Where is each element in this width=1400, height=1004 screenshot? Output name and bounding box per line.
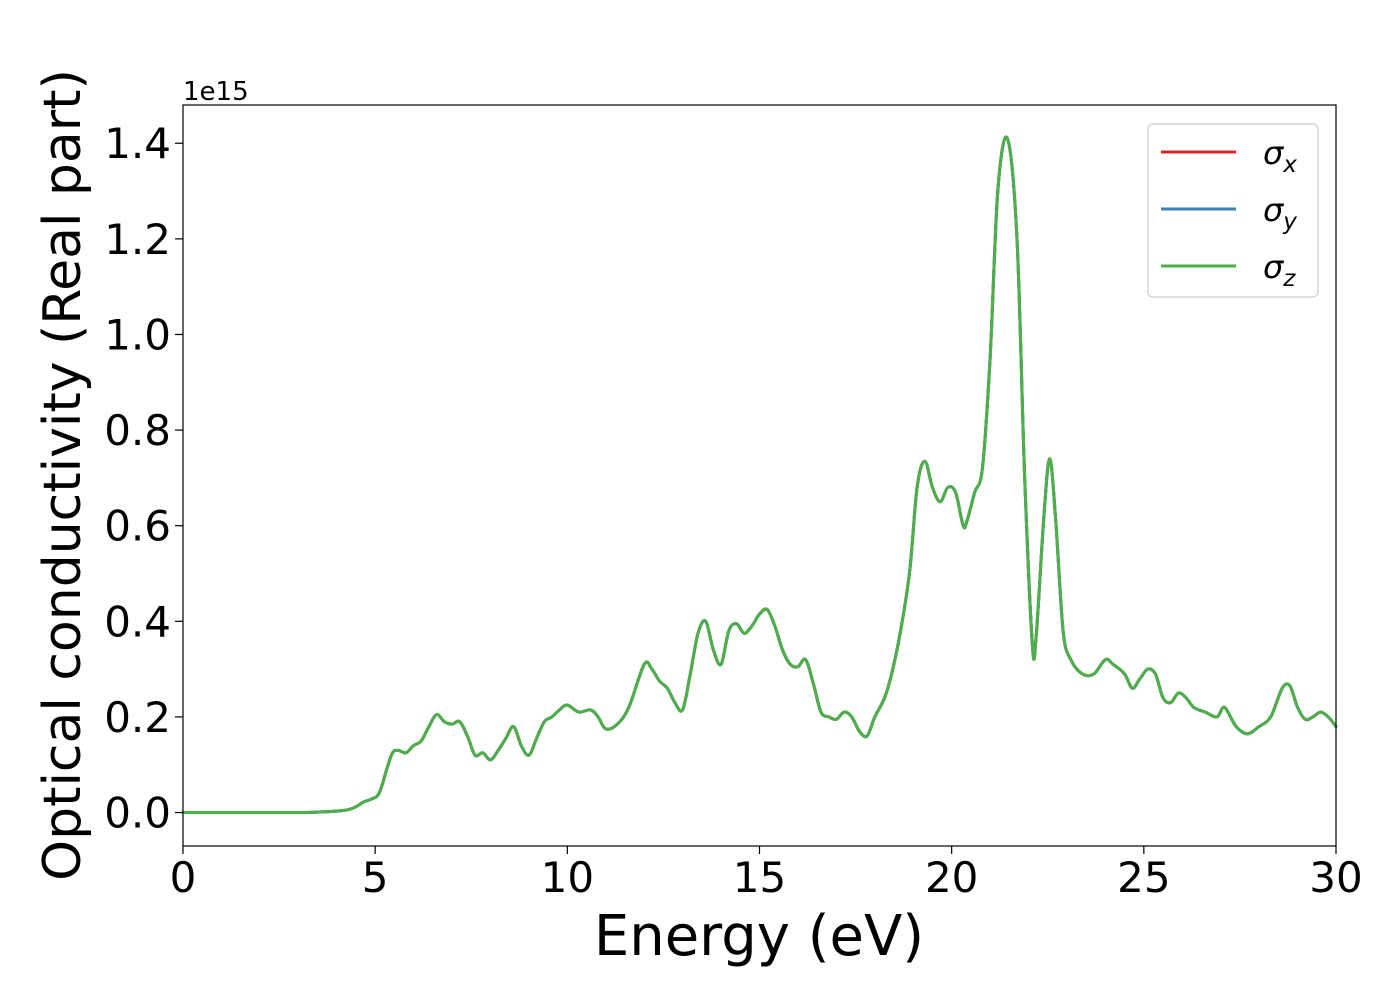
legend: σx σy σz xyxy=(1147,123,1319,298)
series-layer xyxy=(181,135,1338,815)
x-tick-label: 25 xyxy=(1117,853,1170,902)
y-tick-label: 1.0 xyxy=(104,310,171,359)
y-tick-label: 0.8 xyxy=(104,406,171,455)
x-tick-label: 0 xyxy=(170,853,197,902)
y-tick-label: 0.2 xyxy=(104,693,171,742)
x-tick-label: 15 xyxy=(733,853,786,902)
legend-label-z: σz xyxy=(1263,248,1296,292)
legend-label-y: σy xyxy=(1263,191,1297,235)
legend-items: σx σy σz xyxy=(1161,134,1297,292)
y-tick-label: 0.0 xyxy=(104,789,171,838)
x-tick-label: 5 xyxy=(362,853,389,902)
x-axis-ticks: 0 5 10 15 20 25 30 xyxy=(170,846,1363,902)
y-axis-offset-text: 1e15 xyxy=(183,77,249,107)
y-tick-label: 1.2 xyxy=(104,215,171,264)
x-tick-label: 20 xyxy=(925,853,978,902)
x-tick-label: 30 xyxy=(1309,853,1362,902)
x-axis-label: Energy (eV) xyxy=(594,904,924,969)
series-line-z xyxy=(181,135,1338,815)
y-axis-label: Optical conductivity (Real part) xyxy=(33,69,93,881)
y-axis-ticks: 0.0 0.2 0.4 0.6 0.8 1.0 1.2 1.4 xyxy=(104,119,183,838)
y-tick-label: 0.4 xyxy=(104,597,171,646)
y-tick-label: 0.6 xyxy=(104,502,171,551)
legend-label-x: σx xyxy=(1263,134,1297,178)
y-tick-label: 1.4 xyxy=(104,119,171,168)
x-tick-label: 10 xyxy=(541,853,594,902)
